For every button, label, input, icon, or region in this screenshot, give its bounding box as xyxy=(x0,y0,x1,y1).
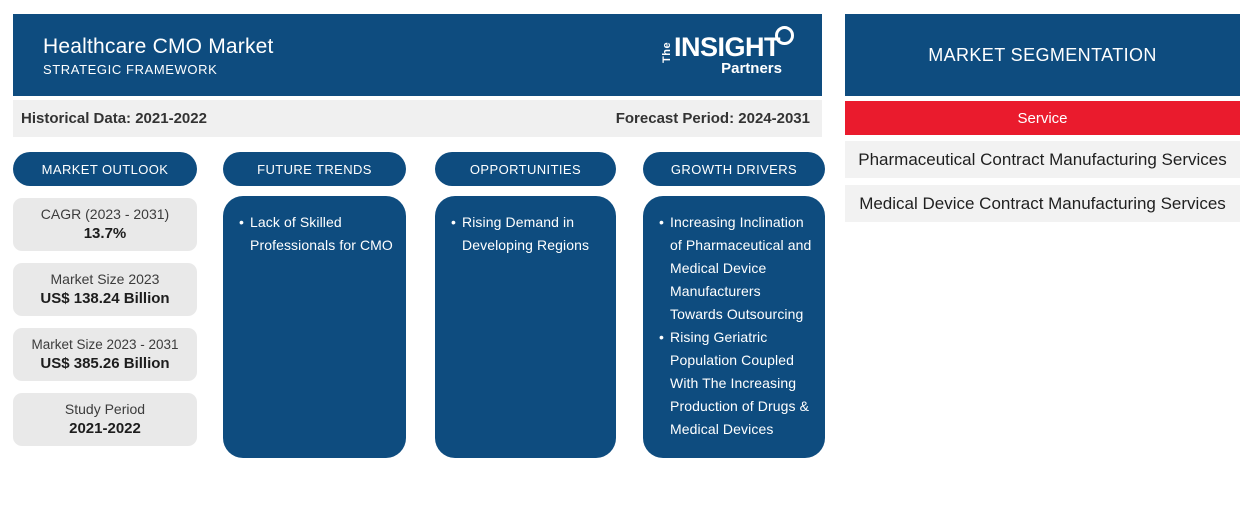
future-trends-pill: FUTURE TRENDS xyxy=(223,152,406,186)
forecast-period-label: Forecast Period: 2024-2031 xyxy=(615,110,810,127)
growth-drivers-box: Increasing Inclination of Pharmaceutical… xyxy=(643,196,825,458)
growth-drivers-pill: GROWTH DRIVERS xyxy=(643,152,825,186)
stat-value: 13.7% xyxy=(83,225,127,242)
future-trends-list: Lack of Skilled Professionals for CMO xyxy=(239,211,396,257)
stat-label: Market Size 2023 xyxy=(50,271,160,287)
growth-drivers-list: Increasing Inclination of Pharmaceutical… xyxy=(659,211,815,441)
period-bar: Historical Data: 2021-2022 Forecast Peri… xyxy=(13,100,822,137)
logo-partners-text: Partners xyxy=(721,60,782,77)
insight-partners-logo: The INSIGHT Partners xyxy=(660,26,794,77)
stat-label: CAGR (2023 - 2031) xyxy=(40,206,170,222)
historical-data-label: Historical Data: 2021-2022 xyxy=(21,110,207,127)
opportunities-pill: OPPORTUNITIES xyxy=(435,152,616,186)
market-outlook-pill: MARKET OUTLOOK xyxy=(13,152,197,186)
segmentation-item-pharmaceutical: Pharmaceutical Contract Manufacturing Se… xyxy=(845,141,1240,178)
stat-label: Study Period xyxy=(64,401,146,417)
header-text-block: Healthcare CMO Market STRATEGIC FRAMEWOR… xyxy=(43,33,274,77)
list-item: Increasing Inclination of Pharmaceutical… xyxy=(659,211,815,326)
list-item: Rising Geriatric Population Coupled With… xyxy=(659,326,815,441)
page-subtitle: STRATEGIC FRAMEWORK xyxy=(43,62,218,77)
list-item: Lack of Skilled Professionals for CMO xyxy=(239,211,396,257)
segmentation-item-medical-device: Medical Device Contract Manufacturing Se… xyxy=(845,185,1240,222)
opportunities-box: Rising Demand in Developing Regions xyxy=(435,196,616,458)
stat-value: US$ 385.26 Billion xyxy=(40,355,170,372)
stat-value: 2021-2022 xyxy=(69,420,141,437)
list-item: Rising Demand in Developing Regions xyxy=(451,211,606,257)
page-title: Healthcare CMO Market xyxy=(43,35,274,58)
header-banner: Healthcare CMO Market STRATEGIC FRAMEWOR… xyxy=(13,14,822,96)
stat-box-market-size-2023: Market Size 2023 US$ 138.24 Billion xyxy=(13,263,197,316)
opportunities-list: Rising Demand in Developing Regions xyxy=(451,211,606,257)
market-segmentation-header: MARKET SEGMENTATION xyxy=(845,14,1240,96)
stat-value: US$ 138.24 Billion xyxy=(40,290,170,307)
stat-label: Market Size 2023 - 2031 xyxy=(31,337,179,352)
stat-box-market-size-2023-2031: Market Size 2023 - 2031 US$ 385.26 Billi… xyxy=(13,328,197,381)
stat-box-study-period: Study Period 2021-2022 xyxy=(13,393,197,446)
magnifier-circle-icon xyxy=(775,26,794,45)
segmentation-category-service: Service xyxy=(845,101,1240,135)
logo-main-block: INSIGHT Partners xyxy=(673,26,794,77)
future-trends-box: Lack of Skilled Professionals for CMO xyxy=(223,196,406,458)
logo-insight-text: INSIGHT xyxy=(673,32,781,62)
stat-box-cagr: CAGR (2023 - 2031) 13.7% xyxy=(13,198,197,251)
logo-the-text: The xyxy=(660,41,673,63)
